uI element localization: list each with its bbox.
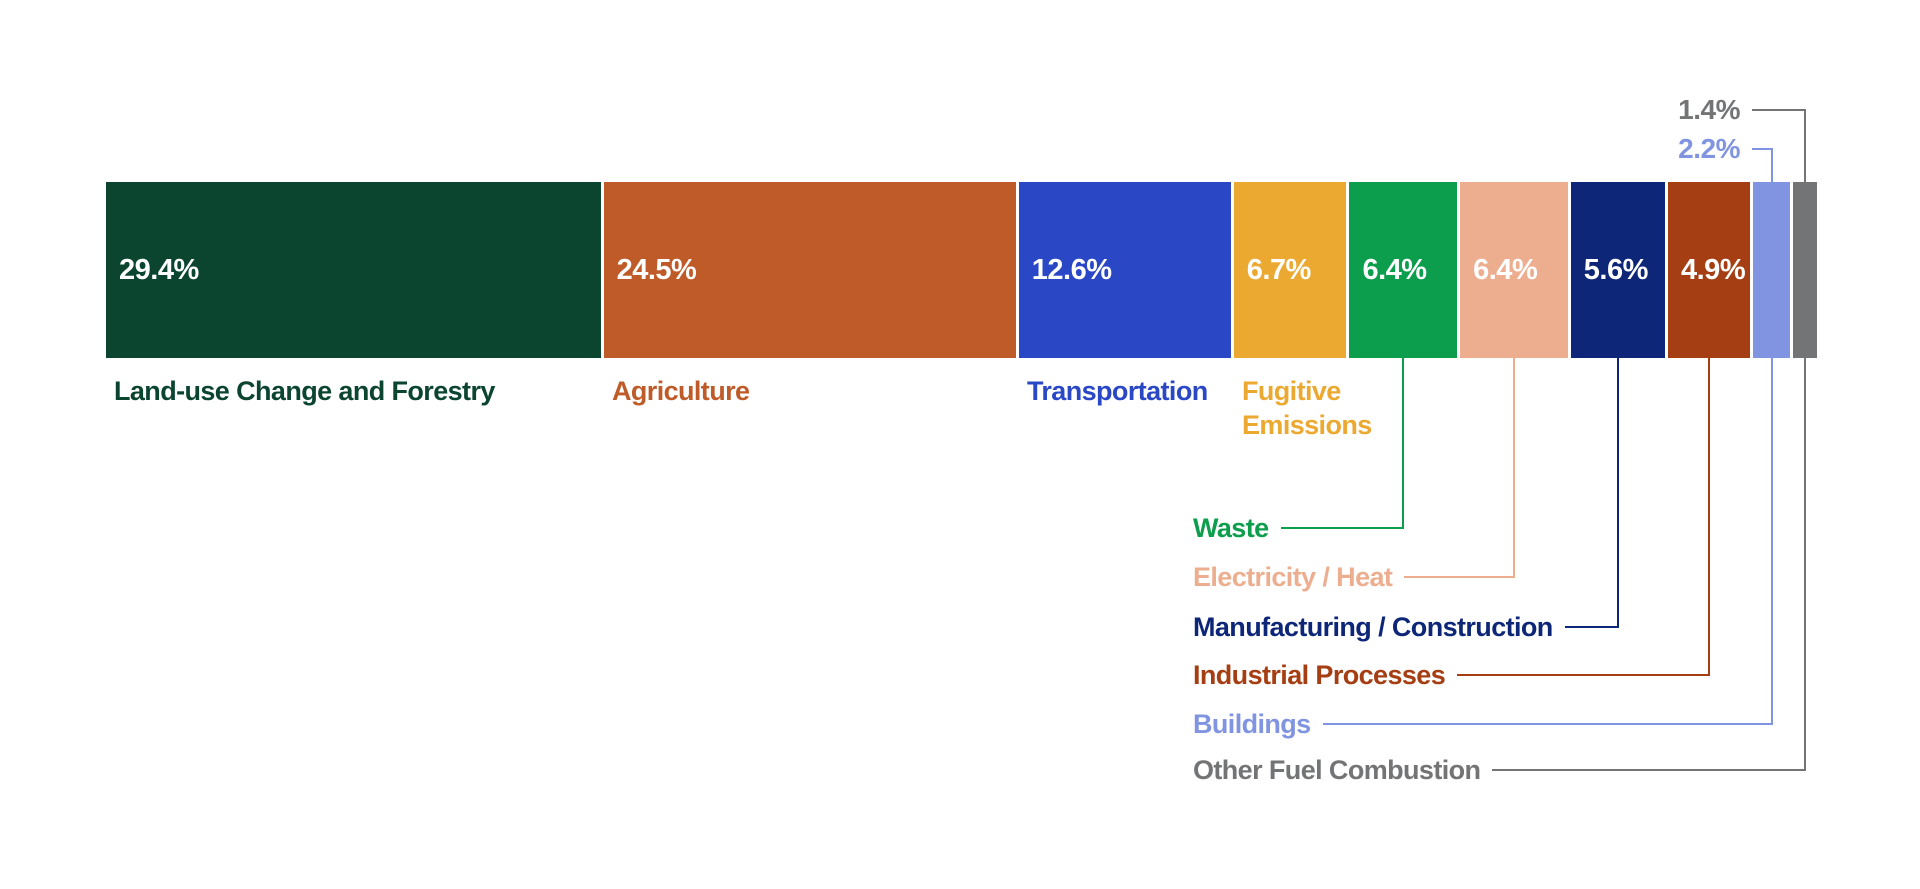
segment-value-label: 6.4% [1473, 253, 1538, 286]
segment-buildings[interactable] [1753, 182, 1791, 358]
segment-electricity-heat[interactable]: 6.4% [1460, 182, 1568, 358]
category-label-agriculture: Agriculture [612, 376, 750, 406]
leader-line-horizontal [1564, 626, 1618, 628]
leader-line-horizontal [1457, 674, 1709, 676]
segment-waste[interactable]: 6.4% [1349, 182, 1458, 358]
leader-line-vertical [1617, 358, 1619, 628]
segment-fugitive-emissions[interactable]: 6.7% [1233, 182, 1347, 358]
segment-land-use-change-and-forestry[interactable]: 29.4% [106, 182, 601, 358]
leader-line-vertical [1708, 358, 1710, 676]
segment-value-label: 29.4% [119, 253, 199, 286]
callout-label-waste: Waste [1193, 512, 1269, 543]
callout-row-electricity-heat: Electricity / Heat [1193, 562, 1514, 592]
value-callout-row-buildings: 2.2% [1652, 133, 1772, 164]
segment-transportation[interactable]: 12.6% [1018, 182, 1231, 358]
value-callout-row-other-fuel-combustion: 1.4% [1652, 94, 1805, 125]
leader-line-vertical [1513, 358, 1515, 578]
callout-label-buildings: Buildings [1193, 708, 1311, 739]
leader-line-horizontal [1280, 527, 1403, 529]
callout-label-industrial-processes: Industrial Processes [1193, 659, 1446, 690]
leader-line-horizontal [1404, 576, 1514, 578]
stacked-bar: 29.4% 24.5% 12.6% 6.7% 6.4% 6.4% 5.6% 4.9% [106, 182, 1817, 358]
callout-row-buildings: Buildings [1193, 709, 1772, 739]
leader-line-horizontal [1322, 723, 1772, 725]
callout-row-industrial-processes: Industrial Processes [1193, 660, 1709, 690]
segment-value-label: 5.6% [1583, 253, 1649, 286]
leader-line-vertical [1770, 148, 1773, 182]
leader-line-vertical [1804, 358, 1806, 771]
value-callout-label-buildings: 2.2% [1678, 133, 1740, 164]
callout-label-electricity-heat: Electricity / Heat [1193, 561, 1393, 592]
category-label-land-use-change-and-forestry: Land-use Change and Forestry [114, 376, 495, 406]
segment-industrial-processes[interactable]: 4.9% [1668, 182, 1751, 358]
category-label-fugitive-emissions: Fugitive Emissions [1242, 376, 1372, 441]
leader-line-vertical [1402, 358, 1404, 529]
leader-line-horizontal [1752, 148, 1772, 150]
leader-line-vertical [1804, 109, 1806, 182]
segment-value-label: 12.6% [1031, 253, 1112, 286]
callout-label-manufacturing-construction: Manufacturing / Construction [1193, 611, 1553, 642]
callout-row-other-fuel-combustion: Other Fuel Combustion [1193, 755, 1805, 785]
value-callout-label-other-fuel-combustion: 1.4% [1678, 94, 1740, 125]
segment-agriculture[interactable]: 24.5% [603, 182, 1016, 358]
leader-line-horizontal [1492, 769, 1805, 771]
category-label-transportation: Transportation [1027, 376, 1208, 406]
leader-line-vertical [1770, 358, 1773, 725]
segment-manufacturing-construction[interactable]: 5.6% [1570, 182, 1665, 358]
callout-row-waste: Waste [1193, 513, 1403, 543]
segment-value-label: 6.4% [1362, 253, 1427, 286]
segment-value-label: 24.5% [616, 253, 697, 286]
leader-line-horizontal [1752, 109, 1805, 111]
callout-label-other-fuel-combustion: Other Fuel Combustion [1193, 754, 1481, 785]
segment-value-label: 4.9% [1681, 253, 1746, 286]
callout-row-manufacturing-construction: Manufacturing / Construction [1193, 612, 1618, 642]
segment-value-label: 6.7% [1246, 253, 1312, 286]
segment-other-fuel-combustion[interactable] [1793, 182, 1817, 358]
